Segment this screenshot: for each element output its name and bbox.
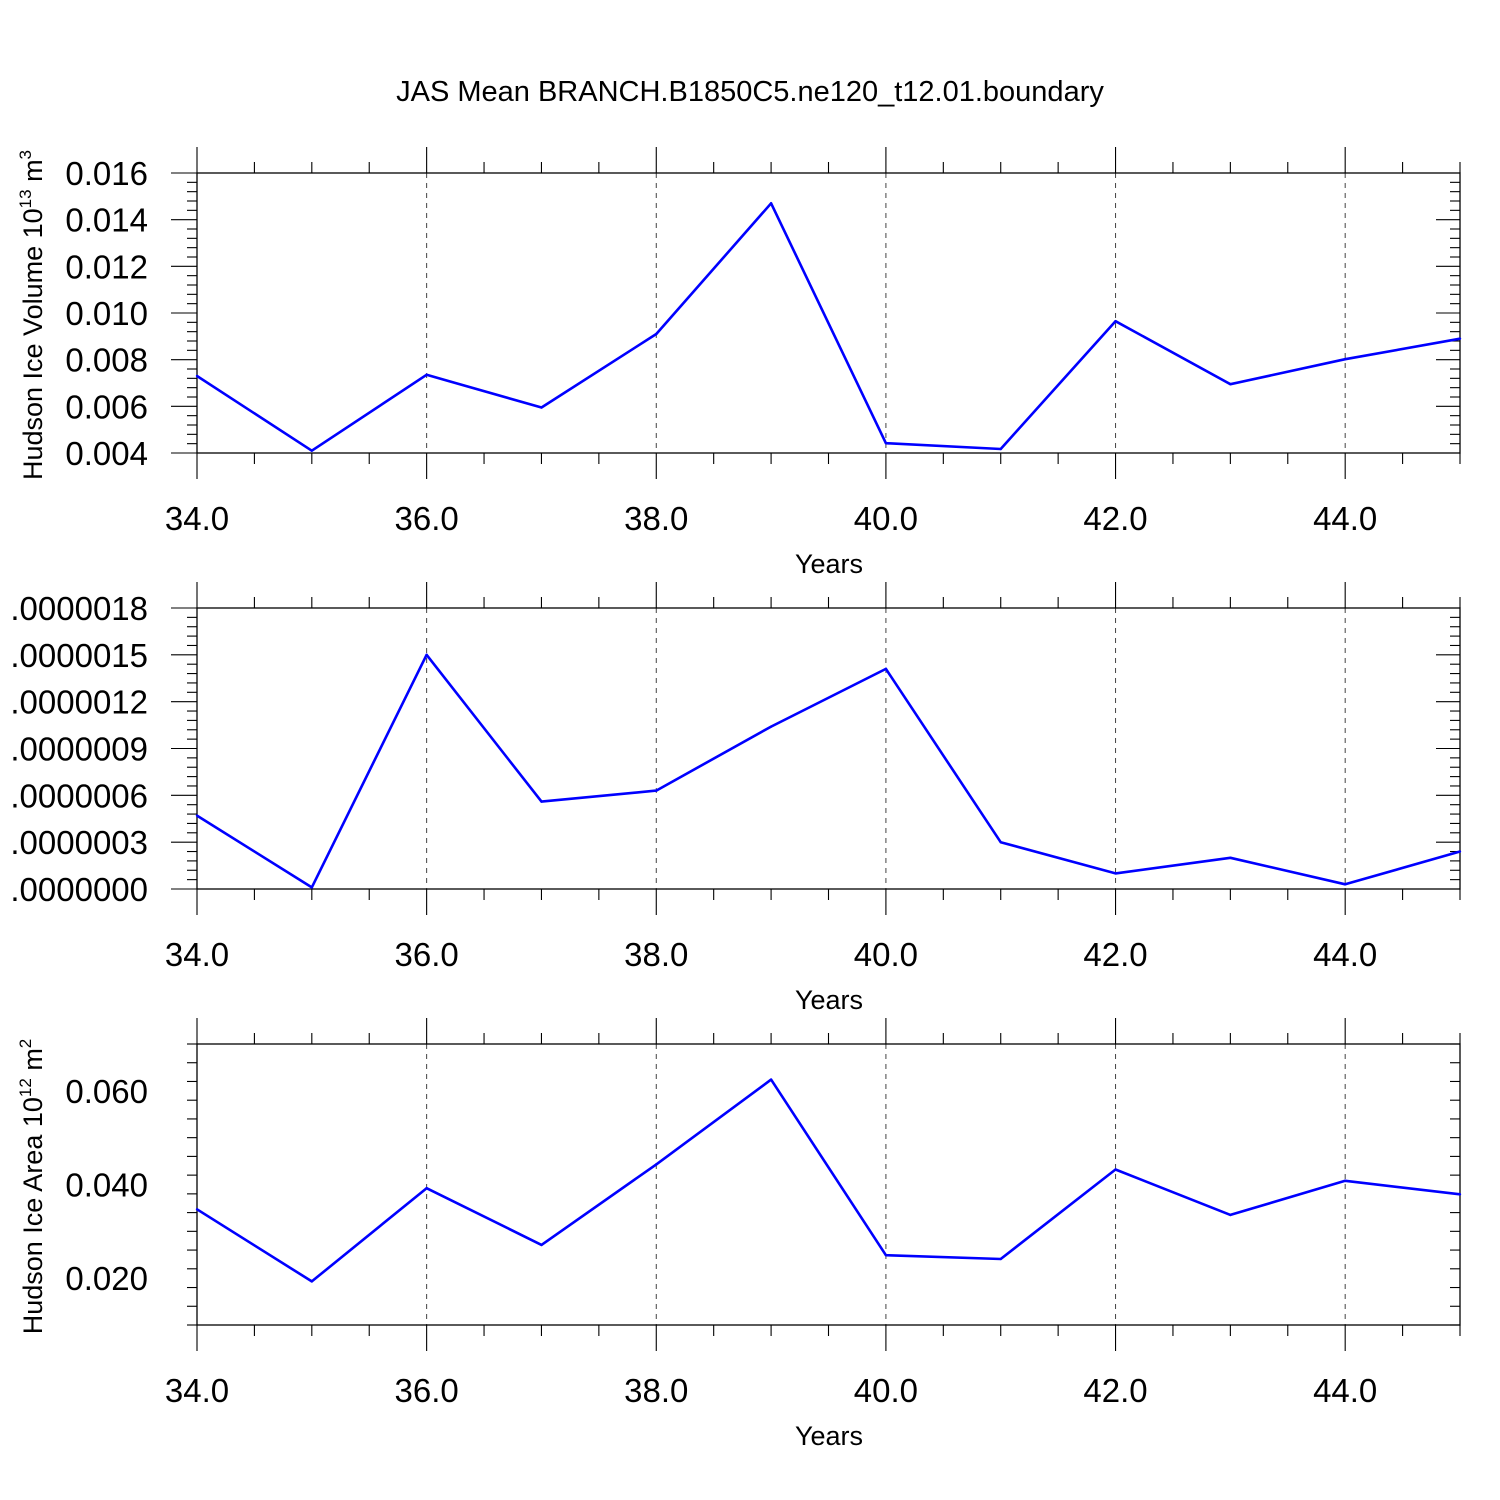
- y-tick-label: 0.012: [65, 248, 148, 285]
- data-point: [540, 800, 543, 803]
- data-point: [1114, 1168, 1117, 1171]
- data-point: [1229, 856, 1232, 859]
- y-tick-label: .0000000: [10, 871, 148, 908]
- y-tick-label: 0.006: [65, 388, 148, 425]
- series-line: [196, 202, 1461, 453]
- data-point: [1114, 872, 1117, 875]
- y-axis-title: Hudson Ice Area 1012 m2: [16, 1039, 48, 1335]
- y-tick-label: 0.040: [65, 1167, 148, 1204]
- x-tick-label: 36.0: [395, 936, 459, 973]
- x-tick-label: 38.0: [624, 1372, 688, 1409]
- y-tick-label: .0000009: [10, 731, 148, 768]
- data-point: [884, 442, 888, 445]
- data-point: [655, 789, 658, 792]
- data-point: [1343, 358, 1347, 361]
- data-point: [425, 653, 428, 657]
- data-point: [884, 667, 888, 671]
- data-point: [310, 1280, 314, 1283]
- chart-title: JAS Mean BRANCH.B1850C5.ne120_t12.01.bou…: [396, 76, 1104, 108]
- y-axis-title: Hudson Ice Volume 1013 m3: [16, 150, 48, 480]
- y-tick-label: .0000003: [10, 824, 148, 861]
- data-point: [1458, 1193, 1462, 1196]
- y-tick-label: 0.008: [65, 342, 148, 379]
- plot-frame: [196, 172, 1461, 454]
- x-tick-label: 34.0: [165, 500, 229, 537]
- series-line: [196, 653, 1461, 889]
- x-tick-label: 36.0: [395, 1372, 459, 1409]
- data-point: [195, 1208, 199, 1211]
- data-point: [1229, 382, 1232, 386]
- y-tick-label: .0000006: [10, 777, 148, 814]
- y-tick-label: 0.010: [65, 295, 148, 332]
- data-point: [769, 202, 773, 205]
- data-point: [1458, 850, 1462, 853]
- x-tick-label: 40.0: [854, 936, 918, 973]
- x-tick-label: 34.0: [165, 936, 229, 973]
- x-axis-title: Years: [795, 1421, 863, 1451]
- data-point: [999, 1257, 1002, 1261]
- x-axis-title: Years: [795, 985, 863, 1015]
- plot-frame: [196, 1043, 1461, 1326]
- x-tick-label: 44.0: [1313, 936, 1377, 973]
- x-tick-label: 42.0: [1083, 1372, 1147, 1409]
- data-point: [195, 374, 199, 378]
- x-tick-label: 42.0: [1083, 500, 1147, 537]
- y-tick-label: 0.004: [65, 435, 148, 472]
- x-tick-label: 36.0: [395, 500, 459, 537]
- plot-frame: [196, 607, 1461, 890]
- y-tick-label: 0.020: [65, 1260, 148, 1297]
- chart-panels: 34.0 36.0 38.0 40.0 42.0 44.0 Years 0.004 0.006 0…: [10, 147, 1462, 1451]
- data-point: [540, 406, 543, 409]
- panel-1: 34.0 36.0 38.0 40.0 42.0 44.0 Years 0.004 0.006 0…: [16, 147, 1462, 579]
- x-tick-label: 44.0: [1313, 1372, 1377, 1409]
- data-point: [884, 1254, 888, 1257]
- y-tick-label: .0000015: [10, 637, 148, 674]
- x-tick-label: 42.0: [1083, 936, 1147, 973]
- data-point: [195, 814, 199, 817]
- x-tick-label: 40.0: [854, 1372, 918, 1409]
- data-point: [1343, 883, 1347, 886]
- data-point: [1458, 337, 1462, 340]
- data-point: [999, 840, 1002, 844]
- panel-2: 34.0 36.0 38.0 40.0 42.0 44.0 Years .0000000 .00…: [10, 582, 1462, 1015]
- data-point: [1343, 1179, 1347, 1182]
- data-point: [1114, 319, 1117, 323]
- y-tick-label: .0000012: [10, 684, 148, 721]
- data-point: [540, 1243, 543, 1247]
- data-point: [1229, 1213, 1232, 1217]
- data-point: [999, 447, 1002, 451]
- panel-3: 34.0 36.0 38.0 40.0 42.0 44.0 Years 0.020 0.040 0…: [16, 1018, 1462, 1451]
- data-point: [310, 886, 314, 889]
- y-tick-label: 0.016: [65, 155, 148, 192]
- data-point: [655, 332, 658, 336]
- y-tick-label: .0000018: [10, 590, 148, 627]
- x-axis-title: Years: [795, 549, 863, 579]
- data-point: [310, 449, 314, 452]
- data-point: [769, 1078, 773, 1081]
- x-tick-label: 38.0: [624, 500, 688, 537]
- data-point: [655, 1163, 658, 1166]
- x-tick-label: 40.0: [854, 500, 918, 537]
- y-tick-label: 0.060: [65, 1073, 148, 1110]
- x-tick-label: 44.0: [1313, 500, 1377, 537]
- data-point: [769, 725, 773, 728]
- data-point: [425, 1187, 428, 1190]
- x-tick-label: 38.0: [624, 936, 688, 973]
- y-tick-label: 0.014: [65, 202, 148, 239]
- data-point: [425, 373, 428, 377]
- series-line: [196, 1078, 1461, 1283]
- x-tick-label: 34.0: [165, 1372, 229, 1409]
